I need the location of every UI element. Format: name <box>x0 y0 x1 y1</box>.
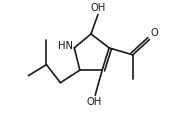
Text: OH: OH <box>86 97 101 107</box>
Text: OH: OH <box>90 3 106 13</box>
Text: O: O <box>151 28 159 38</box>
Text: HN: HN <box>58 42 73 52</box>
